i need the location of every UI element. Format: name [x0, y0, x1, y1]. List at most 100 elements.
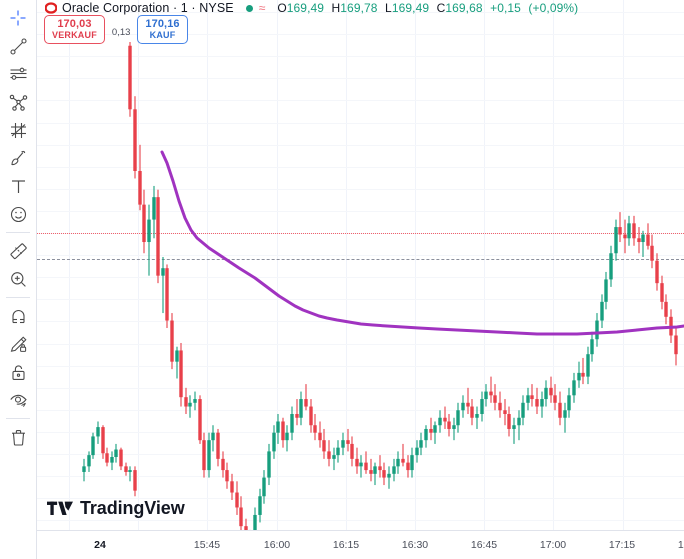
moving-average-line [160, 150, 684, 336]
grid-line-horizontal [37, 78, 684, 80]
candle [262, 470, 266, 504]
candle [369, 458, 373, 482]
grid-line-horizontal [37, 144, 684, 146]
candle [595, 313, 599, 347]
candle [553, 384, 557, 411]
candle [484, 384, 488, 407]
magnet-mode-tool[interactable] [3, 302, 33, 330]
candle [614, 219, 618, 261]
candle [299, 391, 303, 426]
grid-line-vertical [553, 0, 555, 530]
time-axis-tick: 16:30 [401, 539, 429, 551]
grid-line-horizontal [37, 321, 684, 323]
candle [184, 387, 188, 415]
time-axis-tick: 15:45 [193, 539, 221, 551]
candle [82, 458, 86, 482]
candle [609, 245, 613, 287]
candle [276, 414, 280, 444]
candlestick-series [82, 42, 684, 530]
hide-drawings-tool[interactable] [3, 386, 33, 414]
grid-line-vertical [276, 0, 278, 530]
candle [207, 432, 211, 478]
ohlc-values: O169,49 H169,78 L169,49 C169,68 +0,15 (+… [277, 1, 578, 15]
sell-price: 170,03 [57, 18, 92, 30]
candle [87, 451, 91, 472]
tradingview-watermark: TradingView [47, 498, 185, 519]
candle [156, 189, 160, 284]
candle [424, 425, 428, 448]
candle [341, 432, 345, 456]
grid-line-horizontal [37, 299, 684, 301]
fib-retracement-tool[interactable] [3, 116, 33, 144]
remove-drawings-tool[interactable] [3, 423, 33, 451]
candle [512, 417, 516, 444]
change-value: +0,15 [490, 1, 521, 15]
candle [211, 425, 215, 452]
candle [170, 313, 174, 370]
candle [322, 428, 326, 459]
measure-ruler-tool[interactable] [3, 237, 33, 265]
candle [632, 215, 636, 246]
low-label: L [385, 1, 392, 15]
stay-in-drawing-mode-tool[interactable] [3, 330, 33, 358]
candle [202, 432, 206, 478]
time-axis-tick: 16:15 [332, 539, 360, 551]
candle [193, 391, 197, 411]
emoji-tool[interactable] [3, 200, 33, 228]
candle [655, 253, 659, 291]
candle [567, 387, 571, 418]
candle [114, 443, 118, 463]
candle [641, 230, 645, 257]
cursor-crosshair-tool[interactable] [3, 4, 33, 32]
tradingview-logo-icon [47, 501, 73, 515]
pitchfork-tool[interactable] [3, 88, 33, 116]
candle [549, 376, 553, 403]
grid-line-horizontal [37, 100, 684, 102]
lock-drawings-tool[interactable] [3, 358, 33, 386]
candle [674, 328, 678, 366]
alert-reference-line [37, 232, 684, 234]
candle [461, 395, 465, 418]
time-axis[interactable]: 24 15:45 16:00 16:15 16:30 16:45 17:00 17:15 17:… [37, 530, 684, 559]
sell-button[interactable]: 170,03 VERKAUF [44, 15, 105, 45]
grid-line-horizontal [37, 431, 684, 433]
trend-line-tool[interactable] [3, 32, 33, 60]
candle [466, 387, 470, 415]
candle [406, 455, 410, 478]
candle [161, 256, 165, 314]
candle [447, 414, 451, 437]
chart-canvas[interactable]: Oracle Corporation · 1 · NYSE ≈ O169,49 … [37, 0, 684, 559]
candle [253, 507, 257, 530]
candle [285, 425, 289, 452]
symbol-title[interactable]: Oracle Corporation · 1 · NYSE [62, 1, 234, 15]
candle [540, 391, 544, 418]
horizontal-lines-tool[interactable] [3, 60, 33, 88]
candle [295, 399, 299, 426]
candle [359, 455, 363, 478]
zoom-in-tool[interactable] [3, 265, 33, 293]
low-value: 169,49 [391, 1, 430, 15]
chart-settings-icon[interactable]: ≈ [258, 1, 266, 15]
grid-line-vertical [484, 0, 486, 530]
candle [396, 451, 400, 474]
brush-tool[interactable] [3, 144, 33, 172]
candle [133, 96, 137, 179]
candle [110, 451, 114, 471]
candle [419, 432, 423, 456]
candle [470, 399, 474, 426]
buy-label: KAUF [149, 30, 176, 41]
time-axis-tick: 17:15 [608, 539, 636, 551]
market-status-dot-icon [245, 4, 253, 12]
grid-line-horizontal [37, 12, 684, 13]
candle [503, 399, 507, 426]
candle [188, 395, 192, 418]
candle [327, 440, 331, 467]
grid-line-vertical [207, 0, 209, 530]
grid-line-vertical [345, 0, 347, 530]
grid-line-vertical [138, 0, 140, 530]
text-tool[interactable] [3, 172, 33, 200]
candle [128, 466, 132, 482]
candle [350, 436, 354, 467]
buy-button[interactable]: 170,16 KAUF [137, 15, 188, 45]
grid-line-horizontal [37, 34, 684, 36]
